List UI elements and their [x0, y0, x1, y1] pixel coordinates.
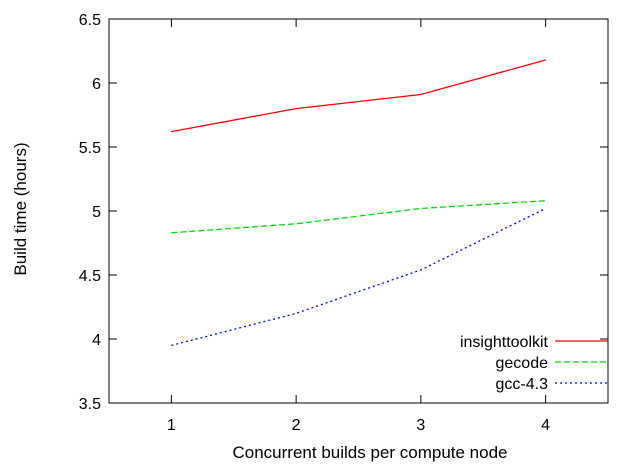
- y-tick-label: 5.5: [79, 140, 101, 157]
- y-tick-label: 4: [92, 332, 101, 349]
- legend-label-gcc-4.3: gcc-4.3: [496, 376, 549, 393]
- x-tick-label: 4: [541, 417, 550, 434]
- y-tick-label: 6: [92, 76, 101, 93]
- series-line-gcc-4.3: [171, 207, 546, 347]
- y-tick-label: 4.5: [79, 268, 101, 285]
- x-tick-label: 3: [416, 417, 425, 434]
- x-tick-label: 1: [167, 417, 176, 434]
- y-tick-label: 5: [92, 204, 101, 221]
- y-tick-label: 3.5: [79, 396, 101, 413]
- y-axis-ticks: 3.5 4 4.5 5 5.5 6 6.5: [79, 12, 608, 413]
- series-line-insighttoolkit: [171, 59, 546, 133]
- legend-label-insighttoolkit: insighttoolkit: [460, 334, 549, 351]
- x-axis-ticks: 1 2 3 4: [167, 19, 550, 434]
- y-tick-label: 6.5: [79, 12, 101, 29]
- series-lines: [171, 59, 546, 347]
- x-tick-label: 2: [292, 417, 301, 434]
- series-line-gecode: [171, 200, 546, 234]
- x-axis-label: Concurrent builds per compute node: [233, 443, 508, 462]
- legend: insighttoolkit gecode gcc-4.3: [460, 334, 608, 393]
- legend-label-gecode: gecode: [496, 355, 549, 372]
- y-axis-label: Build time (hours): [11, 142, 30, 275]
